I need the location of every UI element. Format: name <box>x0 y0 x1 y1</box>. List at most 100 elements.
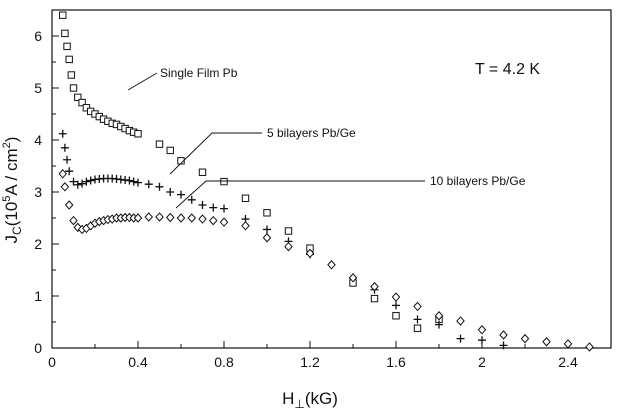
marker-diamond <box>133 213 143 223</box>
y-tick-label: 5 <box>34 80 42 96</box>
marker-square <box>392 312 400 320</box>
marker-diamond <box>219 217 229 227</box>
marker-plus <box>187 195 196 204</box>
marker-diamond <box>327 260 336 270</box>
marker-square <box>220 177 228 186</box>
y-tick-label: 3 <box>34 184 42 200</box>
marker-plus <box>78 179 87 188</box>
marker-diamond <box>585 342 594 352</box>
x-axis-title: H⊥(kG) <box>282 389 338 411</box>
marker-square <box>59 11 67 19</box>
marker-square <box>63 42 71 51</box>
marker-plus <box>82 177 91 186</box>
marker-square <box>413 324 422 332</box>
annotation-leader-line <box>175 180 425 209</box>
x-tick-label: 2 <box>478 354 486 370</box>
marker-diamond <box>542 337 551 347</box>
marker-square <box>177 157 185 165</box>
marker-square <box>69 84 78 92</box>
y-axis-title: JC(105A / cm2) <box>1 137 24 244</box>
marker-plus <box>499 341 508 350</box>
marker-plus <box>478 336 486 345</box>
marker-plus <box>177 190 185 199</box>
y-tick-label: 0 <box>34 340 42 356</box>
x-axis-title-subscript: ⊥ <box>294 397 304 411</box>
marker-square <box>241 194 250 202</box>
marker-diamond <box>60 182 70 192</box>
marker-diamond <box>187 213 197 223</box>
marker-plus <box>166 188 175 196</box>
marker-diamond <box>413 301 422 312</box>
marker-plus <box>86 176 95 185</box>
marker-square <box>134 130 142 138</box>
temperature-label: T = 4.2 K <box>475 61 540 78</box>
marker-diamond <box>58 169 68 179</box>
x-tick-label: 2.4 <box>558 354 578 370</box>
marker-diamond <box>305 248 315 259</box>
x-tick-label: 0.8 <box>214 354 234 370</box>
marker-diamond <box>69 215 78 226</box>
marker-plus <box>456 334 465 343</box>
marker-square <box>198 168 207 176</box>
marker-plus <box>220 204 228 213</box>
marker-square <box>65 55 73 64</box>
x-tick-label: 1.6 <box>386 354 406 370</box>
marker-plus <box>63 155 72 164</box>
marker-diamond <box>144 212 154 222</box>
marker-diamond <box>499 330 508 340</box>
marker-diamond <box>198 214 207 224</box>
marker-square <box>74 93 82 102</box>
marker-diamond <box>391 292 401 302</box>
marker-plus <box>58 129 67 138</box>
x-axis: 0 0.4 0.8 1.2 1.6 2 2.4 <box>48 341 578 370</box>
annotation-leader-line <box>169 132 262 175</box>
y-tick-label: 2 <box>34 236 42 252</box>
marker-plus <box>392 301 400 310</box>
marker-diamond <box>370 281 379 292</box>
marker-plus <box>65 167 74 176</box>
y-tick-label: 4 <box>34 132 42 148</box>
marker-plus <box>69 177 78 186</box>
marker-plus <box>435 320 443 329</box>
marker-diamond <box>241 221 250 231</box>
y-axis: 0 1 2 3 4 5 6 <box>34 28 59 356</box>
annotation-label: 5 bilayers Pb/Ge <box>267 126 356 140</box>
marker-square <box>263 209 271 217</box>
annotation-layer: Single Film Pb 5 bilayers Pb/Ge 10 bilayer… <box>127 66 526 209</box>
marker-diamond <box>520 333 530 344</box>
series-layer <box>58 11 594 352</box>
marker-square <box>61 29 69 38</box>
marker-diamond <box>176 213 186 223</box>
annotation-label: 10 bilayers Pb/Ge <box>430 174 526 188</box>
marker-plus <box>125 176 134 185</box>
marker-diamond <box>456 316 465 326</box>
y-tick-label: 1 <box>34 288 42 304</box>
marker-square <box>67 71 76 79</box>
marker-square <box>370 294 379 303</box>
marker-diamond <box>477 325 487 335</box>
plot-frame <box>51 9 612 349</box>
marker-plus <box>198 201 207 209</box>
marker-square <box>284 227 293 235</box>
marker-diamond <box>348 273 358 283</box>
marker-plus <box>155 182 164 191</box>
marker-plus <box>144 180 153 189</box>
marker-plus <box>73 180 82 189</box>
x-tick-label: 0 <box>48 354 56 370</box>
marker-diamond <box>284 241 293 252</box>
x-tick-label: 0.4 <box>128 354 148 370</box>
marker-plus <box>263 225 271 234</box>
marker-diamond <box>165 212 175 223</box>
marker-plus <box>134 178 142 187</box>
x-tick-label: 1.2 <box>300 354 320 370</box>
marker-diamond <box>208 215 218 226</box>
marker-square <box>155 140 164 148</box>
marker-plus <box>60 143 69 152</box>
marker-square <box>166 146 174 155</box>
marker-plus <box>209 203 218 212</box>
marker-diamond <box>155 212 164 222</box>
annotation-label: Single Film Pb <box>160 66 238 80</box>
marker-diamond <box>262 233 272 243</box>
y-tick-label: 6 <box>34 28 42 44</box>
